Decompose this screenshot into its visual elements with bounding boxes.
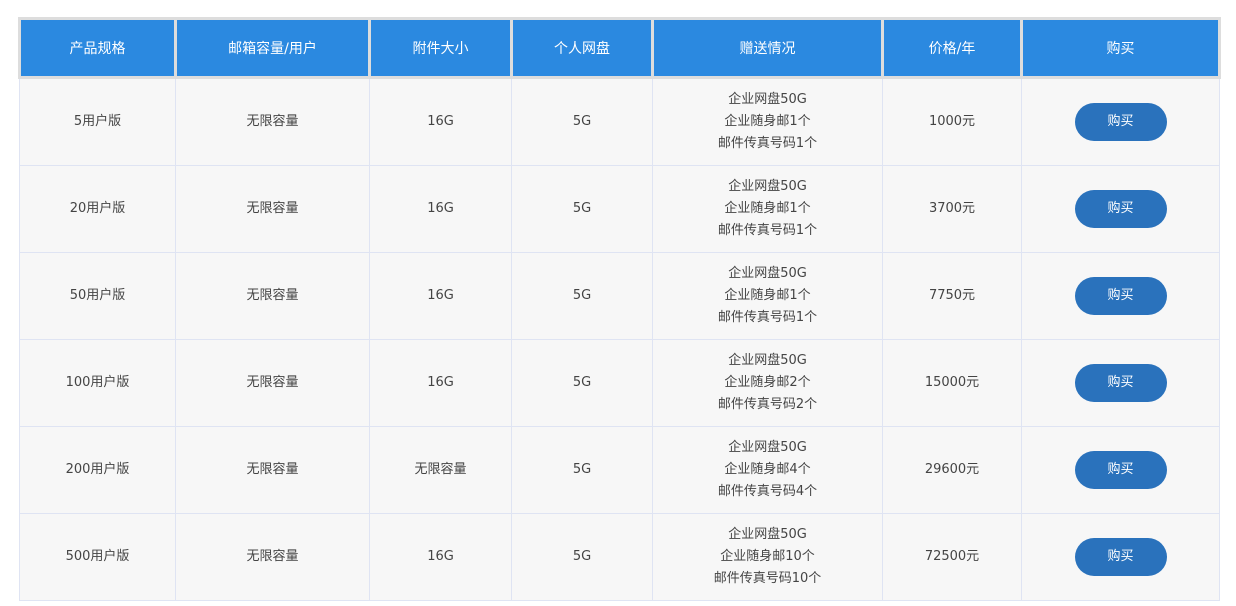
gift-item: 企业随身邮1个 [724,114,811,129]
capacity-cell: 无限容量 [175,426,370,514]
gift-item: 企业随身邮4个 [724,462,811,477]
pricing-table: 产品规格 邮箱容量/用户 附件大小 个人网盘 赠送情况 价格/年 购买 5用户版… [18,17,1221,601]
gifts-cell: 企业网盘50G 企业随身邮4个 邮件传真号码4个 [652,426,883,514]
buy-cell: 购买 [1021,339,1220,427]
attachment-cell: 16G [369,513,512,601]
attachment-cell: 16G [369,77,512,166]
buy-cell: 购买 [1021,513,1220,601]
gifts-cell: 企业网盘50G 企业随身邮1个 邮件传真号码1个 [652,77,883,166]
buy-cell: 购买 [1021,77,1220,166]
spec-cell: 100用户版 [19,339,176,427]
capacity-cell: 无限容量 [175,77,370,166]
price-cell: 7750元 [882,252,1022,340]
buy-cell: 购买 [1021,426,1220,514]
buy-cell: 购买 [1021,165,1220,253]
gifts-cell: 企业网盘50G 企业随身邮1个 邮件传真号码1个 [652,252,883,340]
header-buy: 购买 [1020,17,1221,79]
gift-item: 企业随身邮1个 [724,201,811,216]
spec-cell: 50用户版 [19,252,176,340]
header-attachment: 附件大小 [368,17,513,79]
gift-item: 企业网盘50G [728,353,807,368]
gift-item: 企业网盘50G [728,266,807,281]
price-cell: 15000元 [882,339,1022,427]
price-cell: 72500元 [882,513,1022,601]
header-capacity: 邮箱容量/用户 [174,17,371,79]
spec-cell: 5用户版 [19,77,176,166]
disk-cell: 5G [511,426,653,514]
buy-button[interactable]: 购买 [1074,364,1167,402]
capacity-cell: 无限容量 [175,513,370,601]
gift-item: 邮件传真号码10个 [713,571,822,586]
header-price: 价格/年 [881,17,1023,79]
gift-item: 邮件传真号码1个 [717,310,818,325]
disk-cell: 5G [511,252,653,340]
table-row: 200用户版 无限容量 无限容量 5G 企业网盘50G 企业随身邮4个 邮件传真号码4个 29… [19,426,1220,514]
gift-item: 企业网盘50G [728,92,807,107]
buy-button[interactable]: 购买 [1074,538,1167,576]
gift-item: 企业网盘50G [728,527,807,542]
header-row: 产品规格 邮箱容量/用户 附件大小 个人网盘 赠送情况 价格/年 购买 [18,17,1221,79]
gift-item: 企业随身邮1个 [724,288,811,303]
attachment-cell: 16G [369,339,512,427]
table-row: 100用户版 无限容量 16G 5G 企业网盘50G 企业随身邮2个 邮件传真号码2个 150… [19,339,1220,427]
gift-item: 邮件传真号码4个 [717,484,818,499]
buy-cell: 购买 [1021,252,1220,340]
capacity-cell: 无限容量 [175,339,370,427]
price-cell: 3700元 [882,165,1022,253]
capacity-cell: 无限容量 [175,252,370,340]
gift-item: 邮件传真号码1个 [717,136,818,151]
buy-button[interactable]: 购买 [1074,190,1167,228]
gift-item: 企业随身邮2个 [724,375,811,390]
gift-item: 企业随身邮10个 [720,549,815,564]
spec-cell: 200用户版 [19,426,176,514]
disk-cell: 5G [511,339,653,427]
gifts-cell: 企业网盘50G 企业随身邮1个 邮件传真号码1个 [652,165,883,253]
price-cell: 29600元 [882,426,1022,514]
gifts-cell: 企业网盘50G 企业随身邮10个 邮件传真号码10个 [652,513,883,601]
gift-item: 邮件传真号码2个 [717,397,818,412]
table-row: 50用户版 无限容量 16G 5G 企业网盘50G 企业随身邮1个 邮件传真号码1个 7750… [19,252,1220,340]
header-gifts: 赠送情况 [651,17,884,79]
table-row: 500用户版 无限容量 16G 5G 企业网盘50G 企业随身邮10个 邮件传真号码10个 7… [19,513,1220,601]
disk-cell: 5G [511,165,653,253]
gift-item: 邮件传真号码1个 [717,223,818,238]
gift-item: 企业网盘50G [728,440,807,455]
header-disk: 个人网盘 [510,17,654,79]
buy-button[interactable]: 购买 [1074,277,1167,315]
header-spec: 产品规格 [18,17,177,79]
disk-cell: 5G [511,77,653,166]
capacity-cell: 无限容量 [175,165,370,253]
spec-cell: 20用户版 [19,165,176,253]
disk-cell: 5G [511,513,653,601]
table-row: 5用户版 无限容量 16G 5G 企业网盘50G 企业随身邮1个 邮件传真号码1个 1000元… [19,77,1220,166]
attachment-cell: 16G [369,252,512,340]
attachment-cell: 16G [369,165,512,253]
attachment-cell: 无限容量 [369,426,512,514]
table-row: 20用户版 无限容量 16G 5G 企业网盘50G 企业随身邮1个 邮件传真号码1个 3700… [19,165,1220,253]
buy-button[interactable]: 购买 [1074,103,1167,141]
price-cell: 1000元 [882,77,1022,166]
gift-item: 企业网盘50G [728,179,807,194]
buy-button[interactable]: 购买 [1074,451,1167,489]
gifts-cell: 企业网盘50G 企业随身邮2个 邮件传真号码2个 [652,339,883,427]
spec-cell: 500用户版 [19,513,176,601]
